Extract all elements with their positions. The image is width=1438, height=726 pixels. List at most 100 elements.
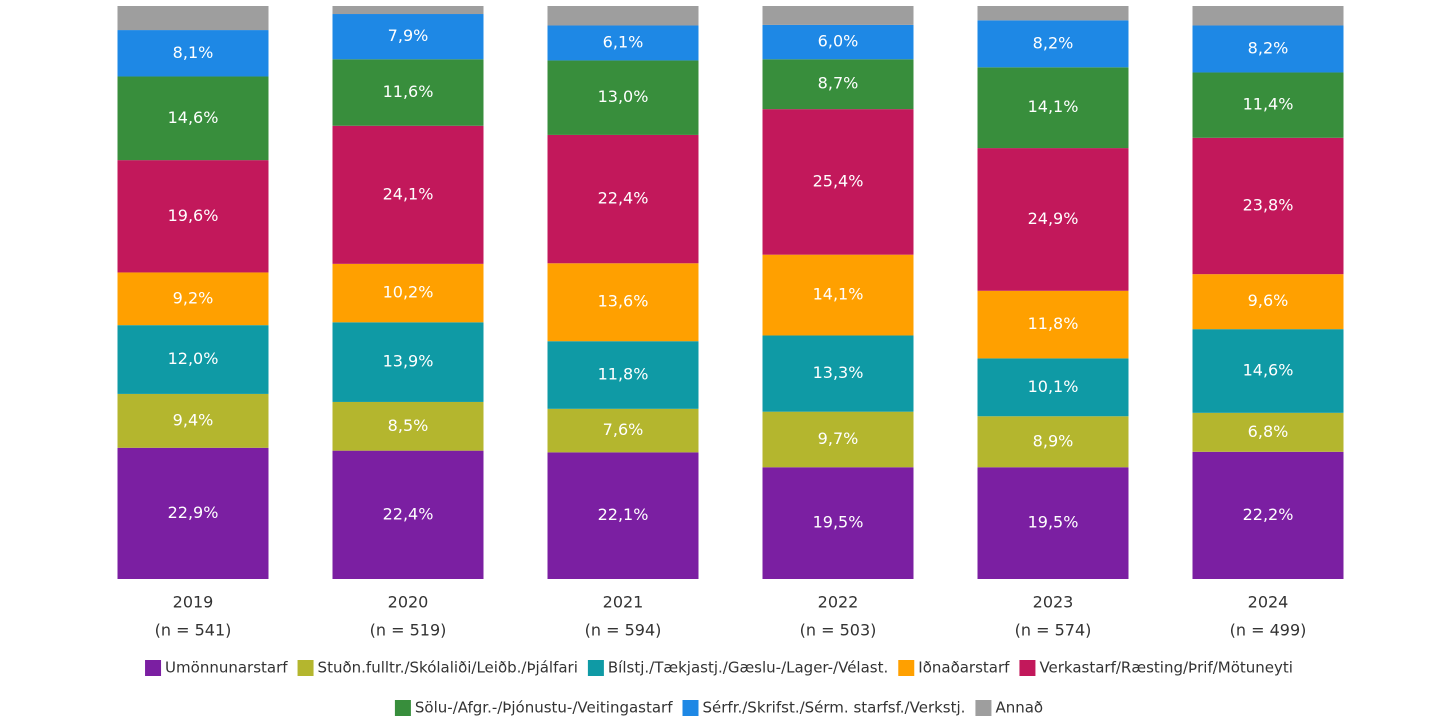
bar-segment xyxy=(977,148,1129,291)
value-label: 19,6% xyxy=(168,206,219,225)
bar-segment xyxy=(762,24,914,60)
value-label: 7,9% xyxy=(388,26,429,45)
value-label: 13,6% xyxy=(598,292,649,311)
value-label: 23,8% xyxy=(1243,195,1294,214)
bar-segment xyxy=(977,467,1129,579)
bar-segment xyxy=(332,14,484,60)
value-label: 22,4% xyxy=(383,504,434,523)
value-label: 10,2% xyxy=(383,283,434,302)
bar-segment xyxy=(332,401,484,451)
bar-segment xyxy=(547,25,699,61)
bar-segment xyxy=(1192,72,1344,138)
legend-label: Annað xyxy=(995,699,1043,717)
bar-segment xyxy=(547,60,699,135)
x-tick-label: 2023 xyxy=(1033,593,1074,612)
value-label: 22,9% xyxy=(168,503,219,522)
bar-segment xyxy=(547,263,699,342)
value-label: 19,5% xyxy=(813,513,864,532)
sample-label: (n = 541) xyxy=(155,621,232,640)
value-label: 11,4% xyxy=(1243,95,1294,114)
bar-segment xyxy=(547,341,699,409)
bar-segment xyxy=(332,125,484,264)
legend-label: Verkastarf/Ræsting/Þrif/Mötuneyti xyxy=(1039,659,1293,677)
sample-label: (n = 574) xyxy=(1015,621,1092,640)
bar-segment xyxy=(977,6,1129,21)
bar-segment xyxy=(117,30,269,77)
legend-swatch xyxy=(898,660,915,676)
bar-segment xyxy=(332,6,484,15)
bar-segment xyxy=(977,290,1129,359)
bar-segment xyxy=(1192,329,1344,413)
value-label: 14,1% xyxy=(813,285,864,304)
value-label: 14,1% xyxy=(1028,97,1079,116)
value-label: 25,4% xyxy=(813,171,864,190)
value-label: 12,0% xyxy=(168,349,219,368)
bar-segment xyxy=(332,59,484,126)
bar-segment xyxy=(332,322,484,402)
legend-label: Stuðn.fulltr./Skólaliði/Leiðb./Þjálfari xyxy=(318,659,578,677)
bar-segment xyxy=(117,447,269,579)
value-label: 7,6% xyxy=(603,420,644,439)
legend-label: Sölu-/Afgr.-/Þjónustu-/Veitingastarf xyxy=(415,699,673,717)
value-label: 9,4% xyxy=(173,410,214,429)
value-label: 22,4% xyxy=(598,189,649,208)
bar-segment xyxy=(117,76,269,161)
bar-segment xyxy=(762,467,914,579)
x-tick-label: 2020 xyxy=(388,593,429,612)
legend-swatch xyxy=(297,660,314,676)
bar-segment xyxy=(547,134,699,264)
bar-segment xyxy=(117,160,269,273)
legend-swatch xyxy=(394,700,411,716)
value-label: 19,5% xyxy=(1028,513,1079,532)
value-label: 24,9% xyxy=(1028,209,1079,228)
legend-label: Umönnunarstarf xyxy=(165,659,288,677)
legend-swatch xyxy=(145,660,162,676)
value-label: 8,2% xyxy=(1033,33,1074,52)
bar-segment xyxy=(547,6,699,26)
value-label: 8,2% xyxy=(1248,38,1289,57)
value-label: 14,6% xyxy=(168,108,219,127)
bar-segment xyxy=(1192,25,1344,73)
bar-segment xyxy=(117,6,269,31)
bar-segment xyxy=(1192,451,1344,579)
x-tick-label: 2022 xyxy=(818,593,859,612)
value-label: 8,5% xyxy=(388,416,429,435)
bar-segment xyxy=(547,452,699,579)
bar-segment xyxy=(977,20,1129,68)
legend-swatch xyxy=(682,700,699,716)
bar-segment xyxy=(332,263,484,323)
bar-segment xyxy=(762,335,914,412)
value-label: 13,3% xyxy=(813,363,864,382)
bar-segment xyxy=(117,272,269,326)
value-label: 22,1% xyxy=(598,505,649,524)
bar-segment xyxy=(762,254,914,336)
sample-label: (n = 519) xyxy=(370,621,447,640)
value-label: 6,0% xyxy=(818,32,859,51)
value-label: 13,9% xyxy=(383,352,434,371)
value-label: 6,1% xyxy=(603,32,644,51)
value-label: 14,6% xyxy=(1243,361,1294,380)
value-label: 10,1% xyxy=(1028,377,1079,396)
value-label: 13,0% xyxy=(598,87,649,106)
value-label: 22,2% xyxy=(1243,505,1294,524)
sample-label: (n = 594) xyxy=(585,621,662,640)
bar-segment xyxy=(332,450,484,579)
x-tick-label: 2021 xyxy=(603,593,644,612)
bar-segment xyxy=(762,411,914,468)
bar-segment xyxy=(762,59,914,110)
value-label: 9,7% xyxy=(818,429,859,448)
bar-segment xyxy=(1192,412,1344,452)
legend-label: Sérfr./Skrifst./Sérm. starfsf./Verkstj. xyxy=(703,699,966,717)
value-label: 8,9% xyxy=(1033,431,1074,450)
legend-label: Bílstj./Tækjastj./Gæslu-/Lager-/Vélast. xyxy=(608,659,888,677)
bar-segment xyxy=(1192,137,1344,275)
bar-segment xyxy=(977,67,1129,149)
bar-segment xyxy=(977,416,1129,468)
value-label: 11,6% xyxy=(383,82,434,101)
value-label: 8,7% xyxy=(818,74,859,93)
sample-label: (n = 503) xyxy=(800,621,877,640)
x-tick-label: 2024 xyxy=(1248,593,1289,612)
bar-segment xyxy=(762,6,914,25)
